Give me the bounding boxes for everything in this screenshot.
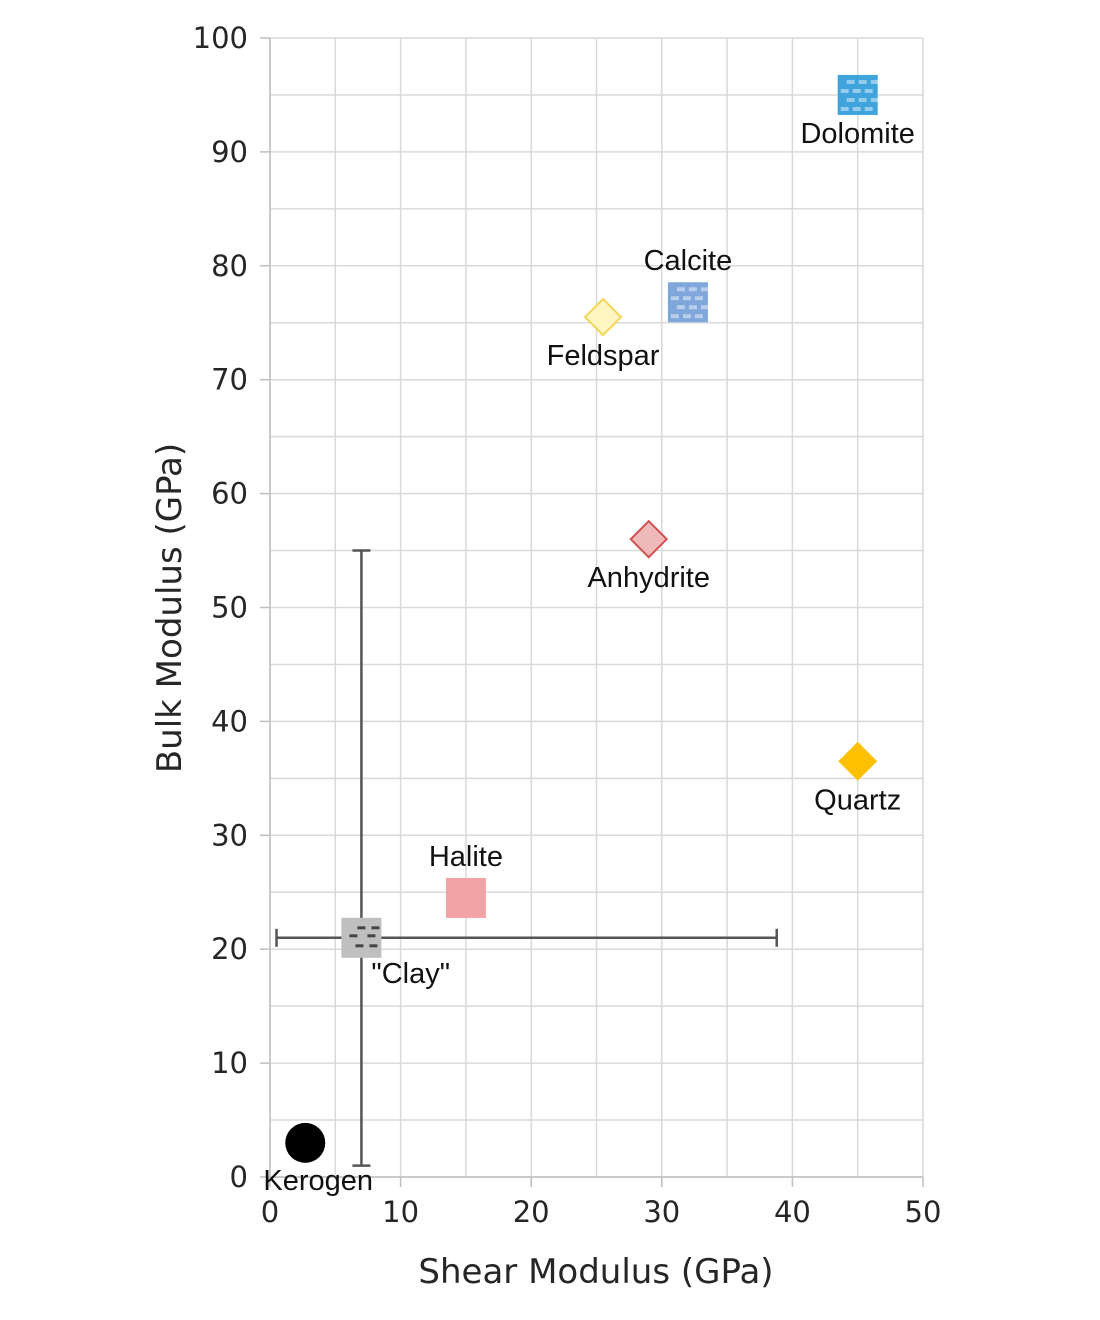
error-bars xyxy=(275,549,778,1167)
point-kerogen xyxy=(285,1122,326,1163)
x-tick-label: 30 xyxy=(643,1195,680,1229)
point-anhydrite xyxy=(629,519,669,559)
marker-diamond xyxy=(838,741,878,781)
x-tick-label: 0 xyxy=(261,1195,279,1229)
x-tick-label: 10 xyxy=(382,1195,419,1229)
brick-pattern xyxy=(840,88,849,93)
point-clay xyxy=(341,917,382,958)
brick-pattern xyxy=(870,79,879,84)
brick-pattern xyxy=(700,287,709,292)
brick-pattern xyxy=(852,106,861,111)
label-dolomite: Dolomite xyxy=(800,118,914,150)
y-tick-label: 90 xyxy=(211,135,248,169)
point-feldspar xyxy=(583,297,623,337)
x-tick-label: 50 xyxy=(905,1195,942,1229)
brick-pattern xyxy=(870,97,879,102)
brick-pattern xyxy=(864,88,873,93)
brick-pattern xyxy=(858,79,867,84)
y-tick-label: 20 xyxy=(211,932,248,966)
point-quartz xyxy=(838,741,878,781)
label-feldspar: Feldspar xyxy=(547,340,660,372)
x-tick-label: 20 xyxy=(513,1195,550,1229)
y-tick-label: 10 xyxy=(211,1046,248,1080)
y-tick-label: 40 xyxy=(211,704,248,738)
brick-pattern xyxy=(682,296,691,301)
brick-pattern xyxy=(840,106,849,111)
label-anhydrite: Anhydrite xyxy=(587,562,710,594)
brick-pattern xyxy=(676,287,685,292)
brick-pattern xyxy=(682,314,691,319)
point-dolomite xyxy=(837,74,879,115)
brick-pattern xyxy=(694,314,703,319)
marker-diamond xyxy=(583,297,623,337)
marker-square xyxy=(667,282,708,323)
point-calcite xyxy=(667,282,709,323)
brick-pattern xyxy=(694,296,703,301)
brick-pattern xyxy=(688,287,697,292)
label-calcite: Calcite xyxy=(644,245,733,277)
marker-circle xyxy=(285,1122,326,1163)
data-points xyxy=(285,74,879,1163)
y-tick-label: 100 xyxy=(193,21,248,55)
brick-pattern xyxy=(858,97,867,102)
grid xyxy=(260,37,924,1187)
marker-square xyxy=(445,877,486,918)
marker-square xyxy=(837,74,878,115)
point-halite xyxy=(445,877,486,918)
label-halite: Halite xyxy=(429,841,503,873)
y-tick-label: 30 xyxy=(211,818,248,852)
y-tick-label: 70 xyxy=(211,363,248,397)
brick-pattern xyxy=(670,314,679,319)
brick-pattern xyxy=(676,305,685,310)
brick-pattern xyxy=(700,305,709,310)
brick-pattern xyxy=(864,106,873,111)
point-labels: Dolomite Calcite Feldspar Anhydrite Quartz Ha… xyxy=(263,118,914,1197)
marker-square xyxy=(341,917,382,958)
x-tick-label: 40 xyxy=(774,1195,811,1229)
label-kerogen: Kerogen xyxy=(263,1165,373,1197)
brick-pattern xyxy=(688,305,697,310)
label-quartz: Quartz xyxy=(814,784,901,816)
y-axis-title: Bulk Modulus (GPa) xyxy=(150,443,190,773)
marker-diamond xyxy=(629,519,669,559)
y-tick-labels: 0 10 20 30 40 50 60 70 80 90 100 xyxy=(193,21,248,1194)
y-tick-label: 50 xyxy=(211,591,248,625)
brick-pattern xyxy=(846,97,855,102)
y-tick-label: 0 xyxy=(230,1160,248,1194)
brick-pattern xyxy=(852,88,861,93)
brick-pattern xyxy=(670,296,679,301)
y-tick-label: 80 xyxy=(211,249,248,283)
x-tick-labels: 0 10 20 30 40 50 xyxy=(261,1195,942,1229)
x-axis-title: Shear Modulus (GPa) xyxy=(418,1252,773,1292)
label-clay: "Clay" xyxy=(371,958,450,990)
y-tick-label: 60 xyxy=(211,477,248,511)
brick-pattern xyxy=(846,79,855,84)
